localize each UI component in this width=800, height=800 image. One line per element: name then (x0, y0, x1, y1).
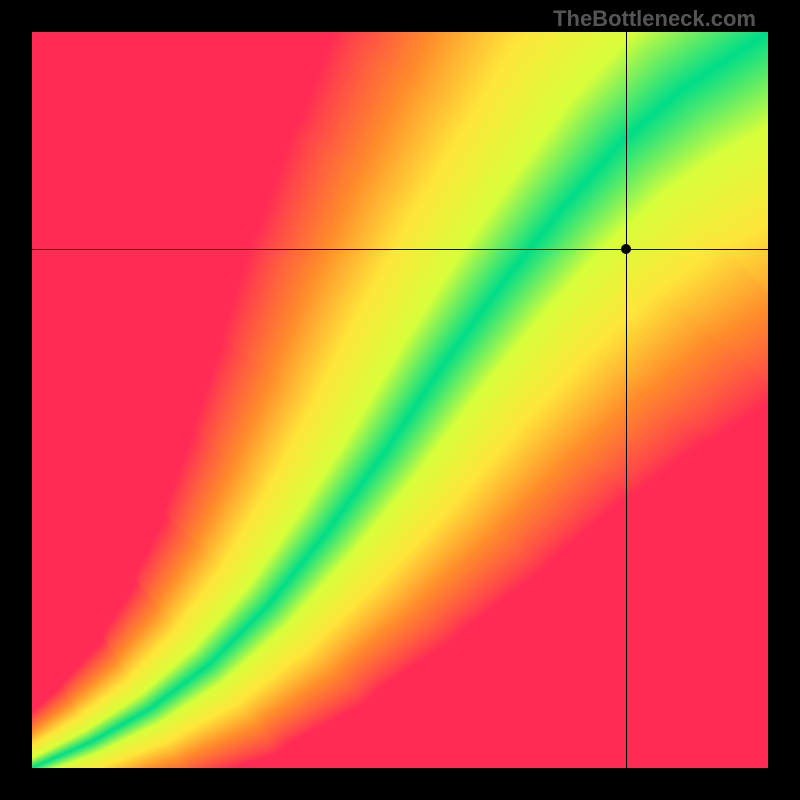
bottleneck-heatmap (32, 32, 768, 768)
watermark-text: TheBottleneck.com (553, 6, 756, 32)
heatmap-canvas (32, 32, 768, 768)
crosshair-marker-dot (621, 244, 631, 254)
crosshair-vertical-line (626, 32, 627, 768)
crosshair-horizontal-line (32, 249, 768, 250)
